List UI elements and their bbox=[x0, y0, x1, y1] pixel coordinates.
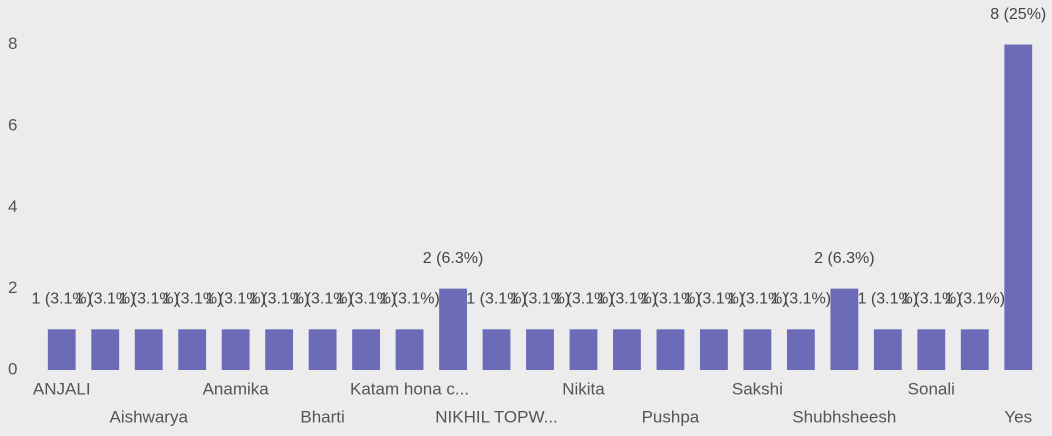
bar bbox=[221, 329, 250, 370]
x-tick-label: Sonali bbox=[908, 379, 955, 398]
bar bbox=[352, 329, 380, 370]
x-tick-label: Yes bbox=[1004, 407, 1032, 426]
data-label: 1 (3.1%) bbox=[945, 291, 1005, 308]
bar bbox=[178, 329, 207, 370]
bar bbox=[569, 329, 598, 370]
x-tick-label: Aishwarya bbox=[109, 407, 188, 426]
data-label: 1 (3.1%) bbox=[249, 291, 309, 308]
bar bbox=[482, 329, 511, 370]
y-tick-label: 4 bbox=[8, 197, 17, 216]
data-label: 1 (3.1%) bbox=[32, 291, 92, 308]
data-label: 2 (6.3%) bbox=[423, 250, 483, 267]
y-tick-label: 0 bbox=[8, 359, 17, 378]
bar bbox=[47, 329, 76, 370]
data-label: 1 (3.1%) bbox=[336, 291, 396, 308]
x-tick-label: Pushpa bbox=[642, 407, 700, 426]
bar bbox=[786, 329, 815, 370]
data-label: 1 (3.1%) bbox=[771, 291, 831, 308]
bar bbox=[743, 329, 772, 370]
bar bbox=[91, 329, 120, 370]
bar bbox=[265, 329, 294, 370]
bar bbox=[308, 329, 337, 370]
bar bbox=[656, 329, 685, 370]
x-tick-label: NIKHIL TOPW... bbox=[435, 407, 558, 426]
bar bbox=[830, 288, 859, 370]
bar bbox=[960, 329, 989, 370]
data-label: 1 (3.1%) bbox=[597, 291, 657, 308]
bar bbox=[439, 288, 467, 370]
x-tick-label: Bharti bbox=[300, 407, 344, 426]
data-label: 1 (3.1%) bbox=[205, 291, 265, 308]
x-tick-label: Sakshi bbox=[732, 379, 783, 398]
x-tick-label: Anamika bbox=[203, 379, 270, 398]
x-tick-label: Katam hona c... bbox=[350, 379, 469, 398]
y-tick-label: 8 bbox=[8, 34, 17, 53]
data-label: 8 (25%) bbox=[990, 6, 1046, 23]
x-tick-label: Shubhsheesh bbox=[792, 407, 896, 426]
data-label: 1 (3.1%) bbox=[292, 291, 352, 308]
data-label: 1 (3.1%) bbox=[684, 291, 744, 308]
data-label: 2 (6.3%) bbox=[814, 250, 874, 267]
data-label: 1 (3.1%) bbox=[466, 291, 526, 308]
x-tick-label: ANJALI bbox=[33, 379, 91, 398]
y-tick-label: 6 bbox=[8, 115, 17, 134]
bar bbox=[700, 329, 728, 370]
bar bbox=[526, 329, 554, 370]
data-label: 1 (3.1%) bbox=[75, 291, 135, 308]
bar bbox=[1004, 44, 1033, 370]
bar bbox=[395, 329, 424, 370]
data-label: 1 (3.1%) bbox=[640, 291, 700, 308]
data-label: 1 (3.1%) bbox=[379, 291, 439, 308]
bar bbox=[134, 329, 163, 370]
y-tick-label: 2 bbox=[8, 278, 17, 297]
data-label: 1 (3.1%) bbox=[510, 291, 570, 308]
data-label: 1 (3.1%) bbox=[118, 291, 178, 308]
data-label: 1 (3.1%) bbox=[553, 291, 613, 308]
data-label: 1 (3.1%) bbox=[162, 291, 222, 308]
bar bbox=[873, 329, 902, 370]
data-label: 1 (3.1%) bbox=[901, 291, 961, 308]
bar bbox=[613, 329, 641, 370]
data-label: 1 (3.1%) bbox=[858, 291, 918, 308]
data-label: 1 (3.1%) bbox=[727, 291, 787, 308]
x-tick-label: Nikita bbox=[562, 379, 605, 398]
bar bbox=[917, 329, 946, 370]
